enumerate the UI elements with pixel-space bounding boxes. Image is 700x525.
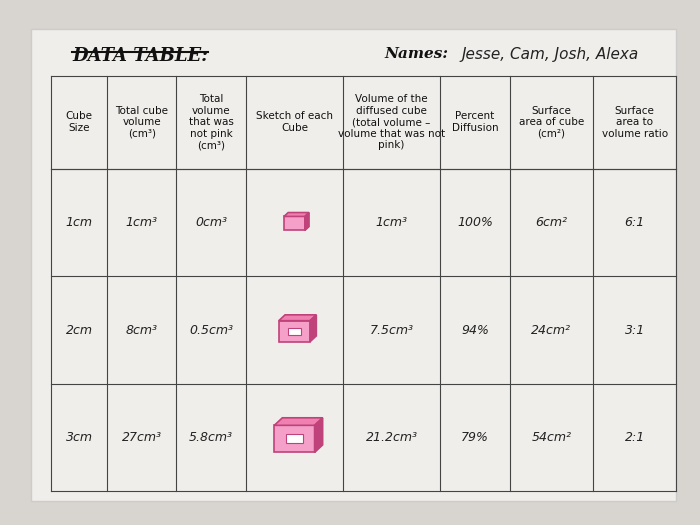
Text: Percent
Diffusion: Percent Diffusion xyxy=(452,111,498,133)
Text: 54cm²: 54cm² xyxy=(531,431,571,444)
Text: 8cm³: 8cm³ xyxy=(126,323,158,337)
Polygon shape xyxy=(284,216,305,230)
Text: 3cm: 3cm xyxy=(66,431,92,444)
Text: Names:: Names: xyxy=(385,47,449,61)
Polygon shape xyxy=(305,213,309,230)
Text: 1cm³: 1cm³ xyxy=(376,216,407,229)
Polygon shape xyxy=(284,213,309,216)
Text: 7.5cm³: 7.5cm³ xyxy=(370,323,414,337)
Text: Surface
area of cube
(cm²): Surface area of cube (cm²) xyxy=(519,106,584,139)
Text: 5.8cm³: 5.8cm³ xyxy=(189,431,233,444)
Polygon shape xyxy=(288,328,301,335)
Text: 94%: 94% xyxy=(461,323,489,337)
Text: 24cm²: 24cm² xyxy=(531,323,571,337)
Text: Total cube
volume
(cm³): Total cube volume (cm³) xyxy=(116,106,168,139)
Polygon shape xyxy=(286,434,302,444)
Text: 100%: 100% xyxy=(457,216,493,229)
Text: 2:1: 2:1 xyxy=(624,431,645,444)
Text: Total
volume
that was
not pink
(cm³): Total volume that was not pink (cm³) xyxy=(189,94,234,151)
FancyBboxPatch shape xyxy=(31,29,676,501)
Text: 27cm³: 27cm³ xyxy=(122,431,162,444)
Text: Cube
Size: Cube Size xyxy=(66,111,92,133)
Polygon shape xyxy=(274,425,314,453)
Text: 2cm: 2cm xyxy=(66,323,92,337)
Polygon shape xyxy=(310,315,316,342)
Polygon shape xyxy=(279,321,310,342)
Text: Sketch of each
Cube: Sketch of each Cube xyxy=(256,111,333,133)
Text: 1cm: 1cm xyxy=(66,216,92,229)
Text: 6:1: 6:1 xyxy=(624,216,645,229)
Text: 3:1: 3:1 xyxy=(624,323,645,337)
Text: 1cm³: 1cm³ xyxy=(126,216,158,229)
Polygon shape xyxy=(274,418,323,425)
Text: 79%: 79% xyxy=(461,431,489,444)
Text: Jesse, Cam, Josh, Alexa: Jesse, Cam, Josh, Alexa xyxy=(461,47,638,62)
Text: 6cm²: 6cm² xyxy=(536,216,568,229)
Text: Volume of the
diffused cube
(total volume –
volume that was not
pink): Volume of the diffused cube (total volum… xyxy=(338,94,445,151)
Polygon shape xyxy=(314,418,323,453)
Text: 0cm³: 0cm³ xyxy=(195,216,227,229)
Text: Surface
area to
volume ratio: Surface area to volume ratio xyxy=(602,106,668,139)
Text: 0.5cm³: 0.5cm³ xyxy=(189,323,233,337)
Polygon shape xyxy=(279,315,316,321)
Text: DATA TABLE:: DATA TABLE: xyxy=(72,47,208,65)
Text: 21.2cm³: 21.2cm³ xyxy=(365,431,418,444)
